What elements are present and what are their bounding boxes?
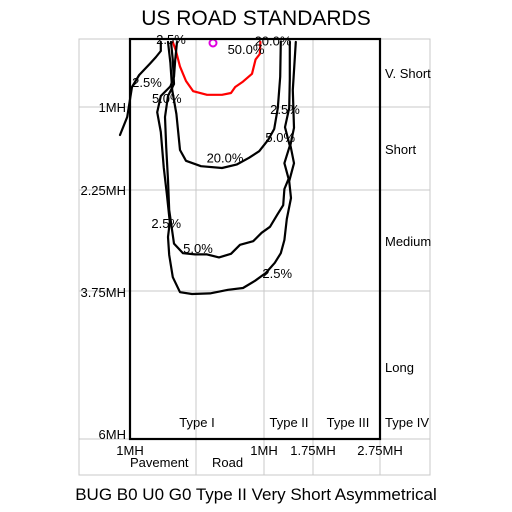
x-sublabel-road: Road	[212, 455, 243, 470]
contour-20-0-line-1	[166, 40, 282, 170]
bug-rating-footer: BUG B0 U0 G0 Type II Very Short Asymmetr…	[75, 485, 437, 504]
x-tick-label-1: 1MH	[250, 443, 277, 458]
x-tick-label-2: 1.75MH	[290, 443, 336, 458]
luminaire-marker	[208, 38, 218, 48]
contour-2-5-line-3	[156, 40, 297, 296]
contour-label-8: 5.0%	[183, 241, 213, 256]
lateral-type-3: Type IV	[385, 415, 429, 430]
lateral-type-2: Type III	[327, 415, 370, 430]
length-class-0: V. Short	[385, 66, 431, 81]
road-boundary-box	[128, 37, 382, 441]
contour-2-5-line-4	[118, 40, 162, 137]
contour-label-1: 20.0%	[255, 34, 292, 49]
contour-label-3: 2.5%	[270, 102, 300, 117]
contour-label-4: 5.0%	[265, 130, 295, 145]
lateral-type-labels: Type I Type II Type III Type IV	[179, 415, 429, 430]
length-class-3: Long	[385, 360, 414, 375]
contour-label-5: 2.5%	[132, 75, 162, 90]
contour-5-0-line-2	[163, 40, 291, 259]
contour-label-0: 50.0%	[228, 42, 265, 57]
grid-lines	[79, 39, 430, 475]
plot-outer-frame	[78, 38, 431, 476]
contour-label-2: 20.0%	[207, 151, 244, 166]
x-tick-labels: 1MH 1MH 1.75MH 2.75MH	[116, 443, 402, 458]
contour-labels: 50.0%20.0%20.0%2.5%5.0%2.5%5.0%2.5%5.0%2…	[132, 32, 300, 281]
contour-50-0-line-0	[171, 40, 262, 96]
y-tick-label-2: 3.75MH	[80, 285, 126, 300]
x-sublabel-pavement: Pavement	[130, 455, 189, 470]
x-tick-label-3: 2.75MH	[357, 443, 403, 458]
length-class-1: Short	[385, 142, 416, 157]
length-class-2: Medium	[385, 234, 431, 249]
y-tick-label-1: 2.25MH	[80, 183, 126, 198]
y-tick-label-0: 1MH	[99, 100, 126, 115]
length-class-labels: V. Short Short Medium Long	[385, 66, 431, 375]
lateral-type-1: Type II	[269, 415, 308, 430]
contour-label-9: 2.5%	[262, 266, 292, 281]
y-tick-labels: 1MH 2.25MH 3.75MH 6MH	[80, 100, 126, 442]
contour-label-7: 2.5%	[151, 216, 181, 231]
contour-label-6: 5.0%	[152, 91, 182, 106]
y-tick-label-3: 6MH	[99, 427, 126, 442]
x-tick-label-0: 1MH	[116, 443, 143, 458]
lateral-type-0: Type I	[179, 415, 214, 430]
chart-title: US ROAD STANDARDS	[141, 7, 370, 30]
